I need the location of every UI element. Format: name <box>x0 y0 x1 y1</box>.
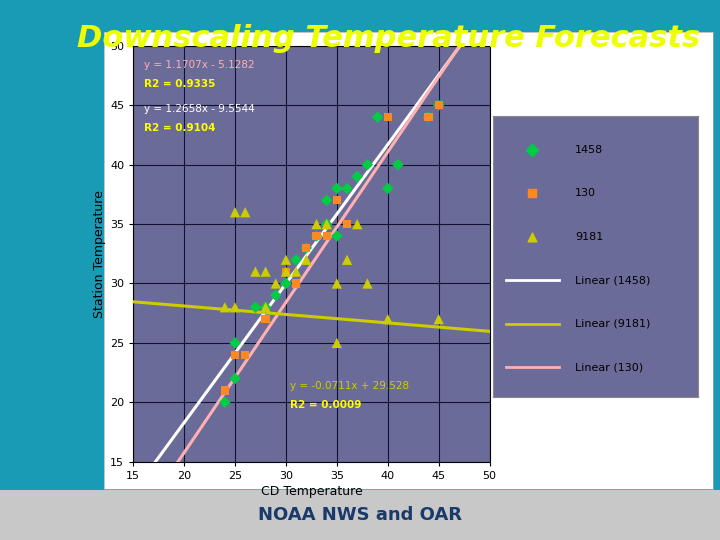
Point <box>321 220 333 228</box>
Point <box>280 267 292 276</box>
Text: R2 = 0.9335: R2 = 0.9335 <box>144 79 215 89</box>
Point <box>280 267 292 276</box>
Point <box>290 255 302 264</box>
Point <box>433 315 444 323</box>
Point <box>311 220 323 228</box>
Point <box>280 255 292 264</box>
Point <box>219 398 230 407</box>
Text: y = 1.1707x - 5.1282: y = 1.1707x - 5.1282 <box>144 60 254 70</box>
Point <box>219 386 230 395</box>
Point <box>290 279 302 288</box>
Point <box>240 208 251 217</box>
Point <box>433 101 444 110</box>
Point <box>311 232 323 240</box>
Point <box>433 101 444 110</box>
Point <box>321 196 333 205</box>
Point <box>382 315 394 323</box>
Point <box>240 350 251 359</box>
Point <box>229 339 240 347</box>
Point <box>321 232 333 240</box>
Text: 1458: 1458 <box>575 145 603 155</box>
Point <box>260 303 271 312</box>
Text: Linear (130): Linear (130) <box>575 362 644 373</box>
Text: Linear (1458): Linear (1458) <box>575 275 651 285</box>
Text: 9181: 9181 <box>575 232 603 242</box>
Point <box>382 113 394 122</box>
Point <box>331 184 343 193</box>
Point <box>331 279 343 288</box>
Point <box>229 374 240 383</box>
Text: NOAA NWS and OAR: NOAA NWS and OAR <box>258 506 462 524</box>
Point <box>382 184 394 193</box>
Point <box>219 303 230 312</box>
Point <box>392 160 404 169</box>
Point <box>260 303 271 312</box>
Point <box>341 220 353 228</box>
Point <box>250 303 261 312</box>
Point <box>311 232 323 240</box>
Point <box>270 279 282 288</box>
Text: y = 1.2658x - 9.5544: y = 1.2658x - 9.5544 <box>144 104 255 114</box>
Point <box>331 232 343 240</box>
Text: y = -0.0711x + 29.528: y = -0.0711x + 29.528 <box>290 381 409 390</box>
Point <box>300 255 312 264</box>
Point <box>250 267 261 276</box>
Text: R2 = 0.9104: R2 = 0.9104 <box>144 123 215 133</box>
Point <box>331 339 343 347</box>
Point <box>260 315 271 323</box>
Point <box>300 244 312 252</box>
Point <box>260 267 271 276</box>
Point <box>423 113 434 122</box>
Point <box>300 244 312 252</box>
Point <box>361 160 373 169</box>
Text: 130: 130 <box>575 188 596 198</box>
Point <box>341 184 353 193</box>
Point <box>423 113 434 122</box>
Text: Downscaling Temperature Forecasts: Downscaling Temperature Forecasts <box>77 24 701 53</box>
Point <box>229 208 240 217</box>
Point <box>280 279 292 288</box>
Point <box>229 350 240 359</box>
Point <box>361 279 373 288</box>
Point <box>290 267 302 276</box>
Point <box>270 291 282 300</box>
Point <box>331 196 343 205</box>
Point <box>372 113 383 122</box>
Text: R2 = 0.0009: R2 = 0.0009 <box>290 400 361 410</box>
X-axis label: CD Temperature: CD Temperature <box>261 485 362 498</box>
Point <box>229 303 240 312</box>
Y-axis label: Station Temperature: Station Temperature <box>93 190 106 318</box>
Point <box>351 172 363 181</box>
Text: Linear (9181): Linear (9181) <box>575 319 651 329</box>
Point <box>351 220 363 228</box>
Point <box>341 255 353 264</box>
Point <box>321 220 333 228</box>
